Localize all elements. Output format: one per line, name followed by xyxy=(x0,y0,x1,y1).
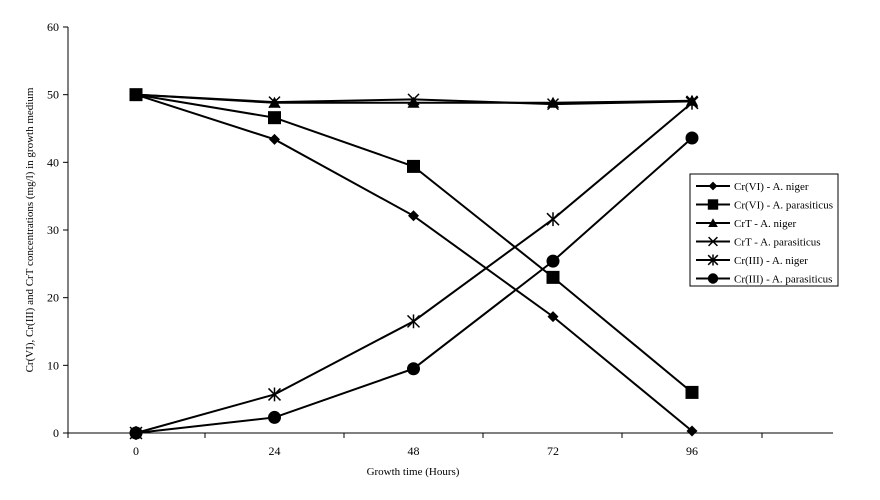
data-point-4-2 xyxy=(406,314,421,329)
legend-item-5: Cr(III) - A. parasiticus xyxy=(696,273,832,286)
x-tick-label-24: 24 xyxy=(269,444,281,458)
x-tick-label-96: 96 xyxy=(686,444,698,458)
x-tick-label-48: 48 xyxy=(408,444,420,458)
y-axis-title: Cr(VI), Cr(III) and CrT concentrations (… xyxy=(24,87,36,372)
data-point-3-0 xyxy=(129,88,143,101)
legend: Cr(VI) - A. niger Cr(VI) - A. parasiticus… xyxy=(689,173,839,287)
legend-marker-5 xyxy=(707,273,719,284)
legend-marker-4 xyxy=(707,254,719,266)
y-tick-label-20: 20 xyxy=(47,291,59,305)
legend-label-3: CrT - A. parasiticus xyxy=(734,237,821,249)
data-point-5-3 xyxy=(546,254,560,268)
legend-marker-0 xyxy=(708,181,718,191)
y-tick-label-60: 60 xyxy=(47,20,59,34)
series-1 xyxy=(129,88,699,399)
data-point-1-4 xyxy=(685,385,699,399)
data-point-5-0 xyxy=(129,426,143,440)
data-point-0-1 xyxy=(269,133,280,145)
y-tick-label-30: 30 xyxy=(47,223,59,237)
x-tick-label-0: 0 xyxy=(133,444,139,458)
data-point-4-1 xyxy=(267,387,282,402)
legend-marker-2 xyxy=(708,218,718,227)
legend-label-5: Cr(III) - A. parasiticus xyxy=(734,274,832,286)
data-point-3-1 xyxy=(268,96,281,109)
data-point-3-3 xyxy=(546,98,560,111)
legend-label-2: CrT - A. niger xyxy=(734,218,796,230)
legend-item-4: Cr(III) - A. niger xyxy=(696,254,808,267)
legend-item-2: CrT - A. niger xyxy=(696,218,796,230)
y-ticks: 0 10 20 30 40 50 60 xyxy=(47,20,68,440)
legend-label-4: Cr(III) - A. niger xyxy=(734,255,808,267)
legend-item-0: Cr(VI) - A. niger xyxy=(696,181,809,193)
data-point-5-2 xyxy=(407,362,420,376)
series-5 xyxy=(129,131,699,440)
series-0 xyxy=(130,89,698,437)
x-axis-title: Growth time (Hours) xyxy=(367,466,460,478)
legend-marker-1 xyxy=(707,199,719,210)
data-point-0-4 xyxy=(686,425,698,437)
legend-label-1: Cr(VI) - A. parasiticus xyxy=(734,200,833,212)
legend-marker-3 xyxy=(708,236,718,247)
data-point-3-2 xyxy=(407,93,420,106)
data-point-0-2 xyxy=(408,210,419,222)
data-point-5-4 xyxy=(685,131,699,145)
series-4 xyxy=(129,95,699,440)
data-point-1-3 xyxy=(546,270,560,284)
y-tick-label-0: 0 xyxy=(53,426,59,440)
legend-item-1: Cr(VI) - A. parasiticus xyxy=(696,199,833,212)
y-tick-label-10: 10 xyxy=(47,358,59,372)
data-point-2-2 xyxy=(407,96,420,108)
series-line-1 xyxy=(135,93,693,394)
series-line-5 xyxy=(135,137,693,434)
series-line-4 xyxy=(135,102,693,434)
legend-item-3: CrT - A. parasiticus xyxy=(696,237,821,249)
legend-label-0: Cr(VI) - A. niger xyxy=(734,181,809,193)
data-point-4-3 xyxy=(546,212,560,227)
series-layer xyxy=(129,88,699,440)
x-tick-label-72: 72 xyxy=(547,444,559,458)
data-point-1-2 xyxy=(407,159,420,173)
series-line-0 xyxy=(135,93,693,432)
data-point-0-3 xyxy=(547,311,559,323)
data-point-5-1 xyxy=(268,410,281,424)
x-ticks: 0 24 48 72 96 xyxy=(67,433,763,458)
data-point-1-1 xyxy=(268,111,281,125)
data-point-4-4 xyxy=(685,95,699,110)
y-tick-label-40: 40 xyxy=(47,155,59,169)
legend-box xyxy=(689,173,839,287)
y-tick-label-50: 50 xyxy=(47,88,59,102)
